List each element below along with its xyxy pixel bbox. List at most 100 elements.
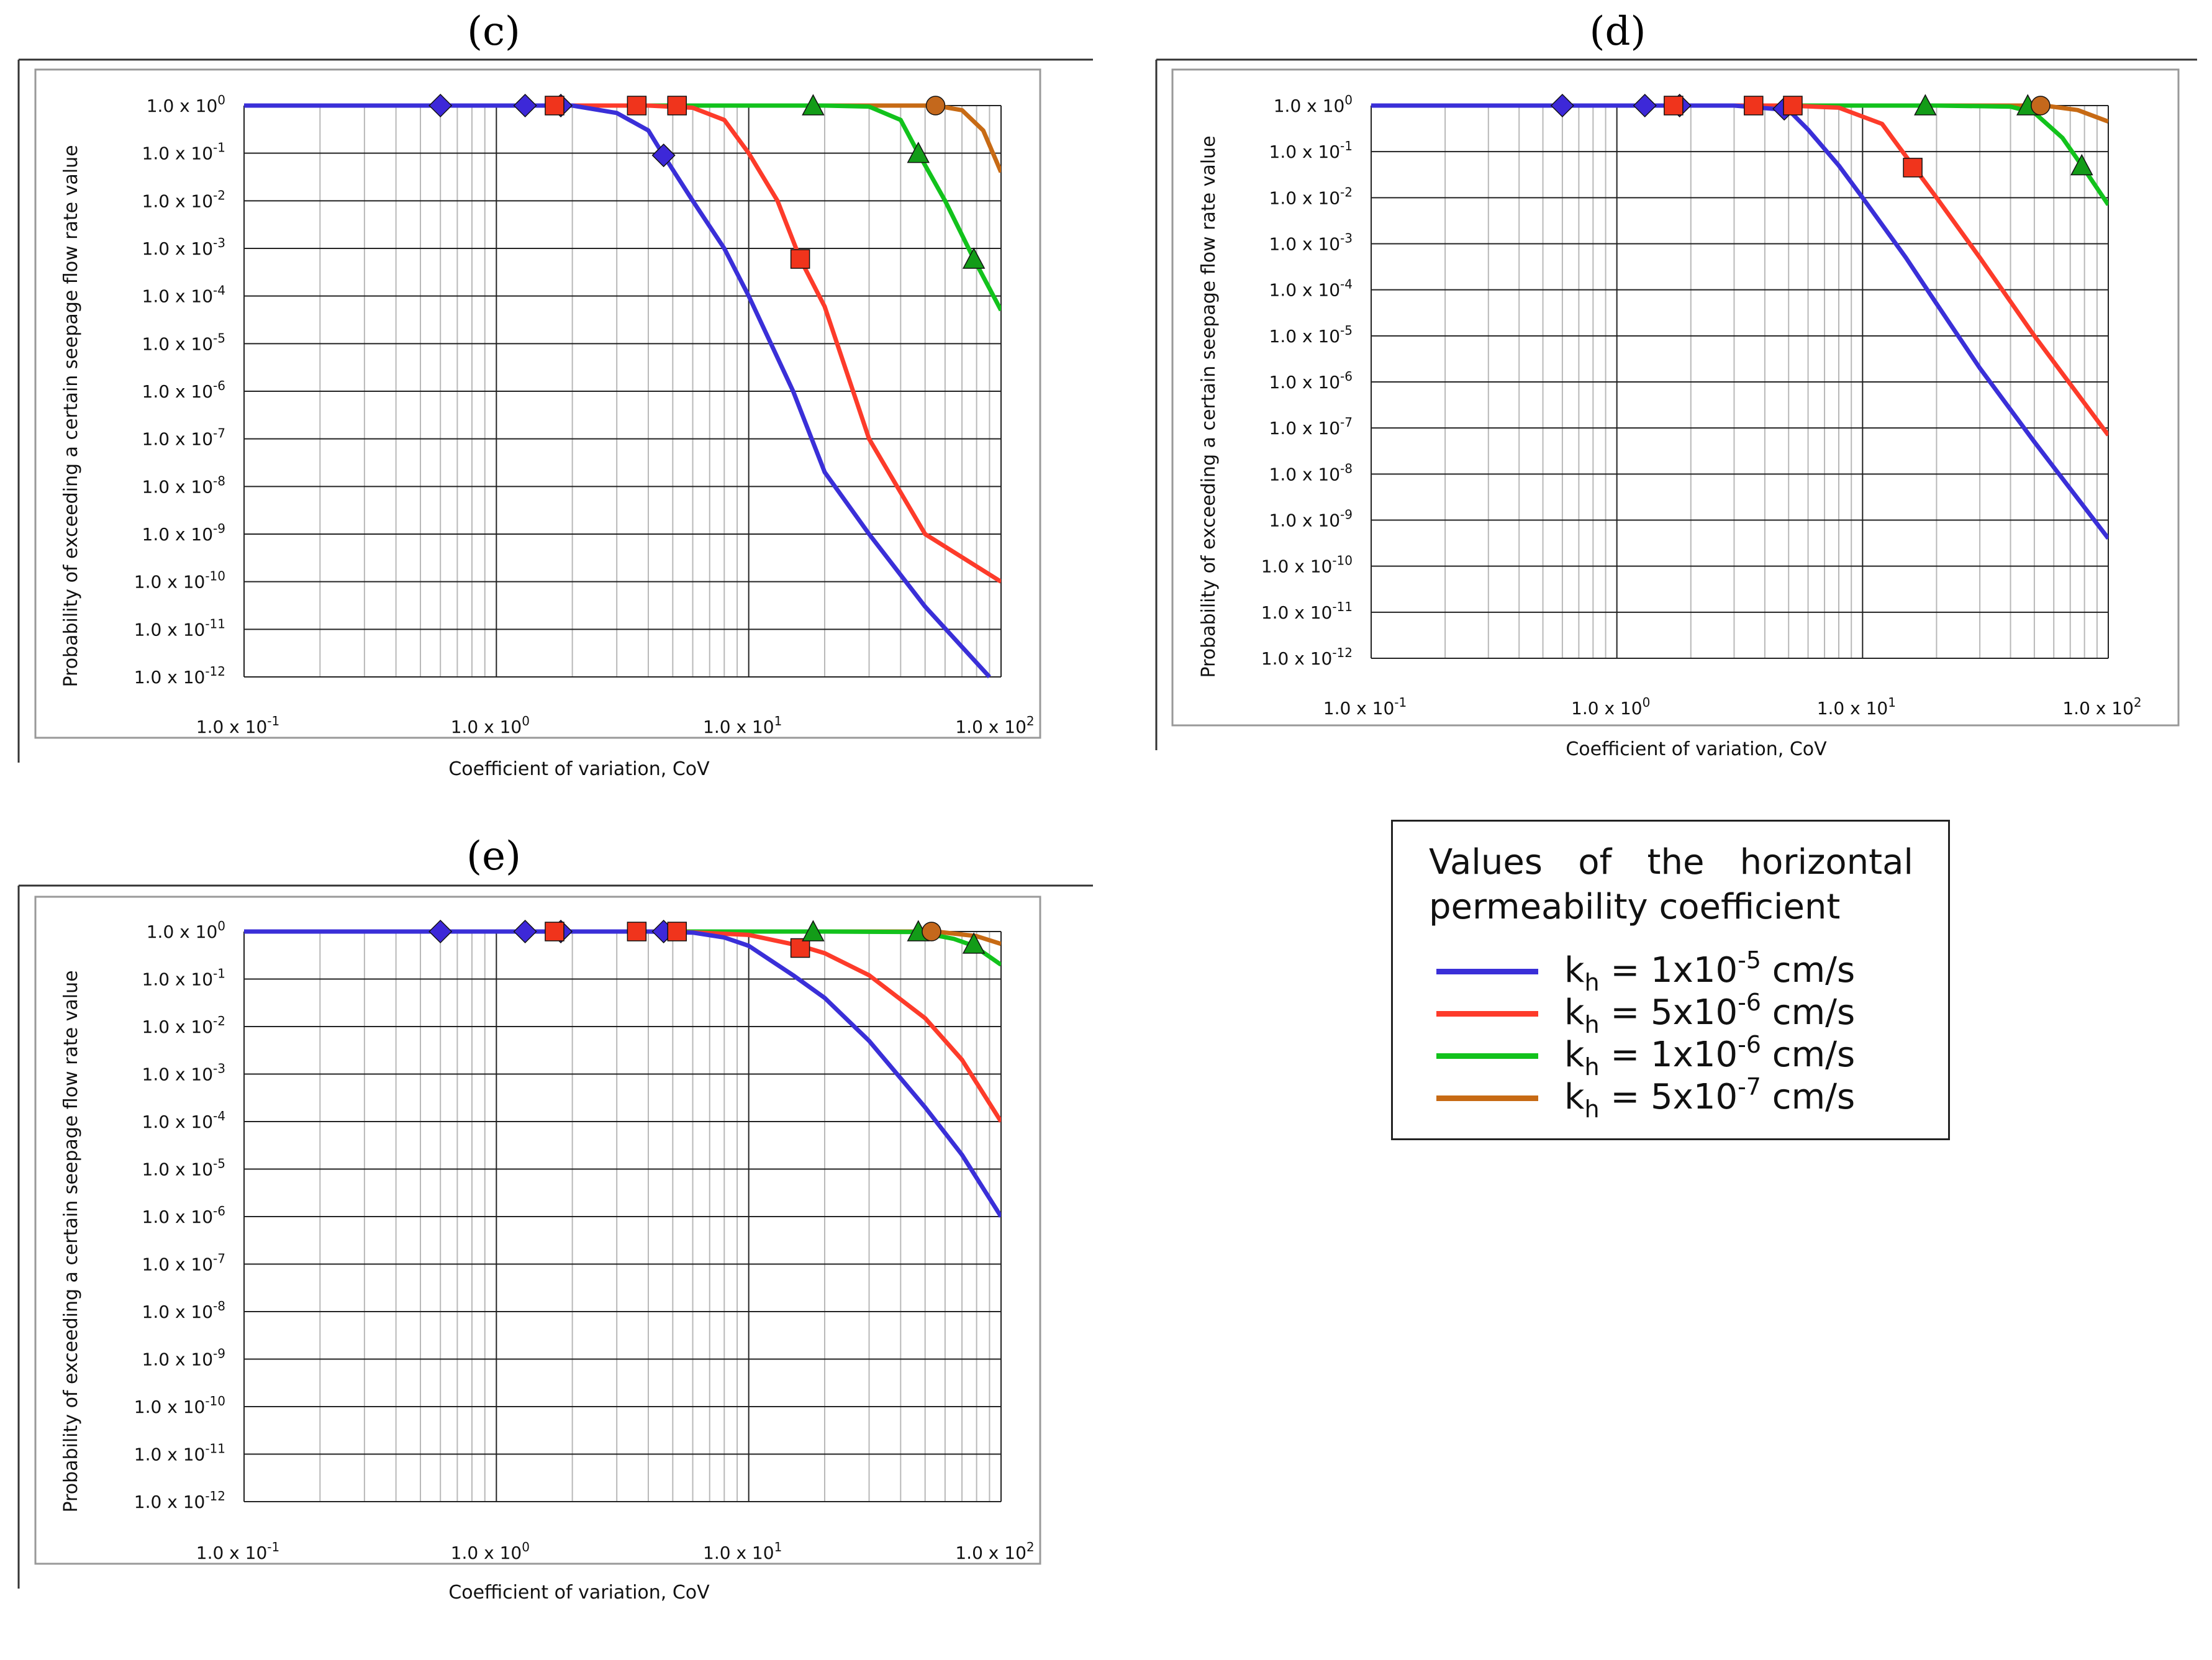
y-tick-label: 1.0 x 10-3 [1269,231,1353,255]
series-line-0 [244,929,1001,1218]
y-tick-label: 1.0 x 10-12 [134,664,225,687]
data-point [513,919,537,944]
y-tick-label: 1.0 x 100 [147,93,225,116]
y-axis-title: Probability of exceeding a certain seepa… [60,145,82,687]
data-point [545,96,564,116]
data-point [2031,96,2051,116]
y-tick-label: 1.0 x 10-5 [142,1156,225,1180]
legend-swatch [1436,1053,1538,1059]
x-tick-label: 1.0 x 100 [451,1540,530,1563]
chart-panel-c: (c) 1.0 x 100 1.0 x 10-1 1.0 x 10-2 1.0 x 10… [17,9,1093,780]
data-point [790,249,810,269]
y-tick-label: 1.0 x 10-4 [142,283,225,307]
legend-swatch [1436,968,1538,974]
data-point [907,142,930,163]
data-point [1550,93,1574,118]
y-tick-label: 1.0 x 100 [147,918,225,942]
x-tick-label: 1.0 x 102 [2062,695,2141,719]
y-tick-label: 1.0 x 100 [1274,93,1353,116]
y-tick-label: 1.0 x 10-3 [142,235,225,259]
y-tick-label: 1.0 x 10-3 [142,1061,225,1085]
data-point [513,93,537,118]
y-tick-label: 1.0 x 10-2 [142,1014,225,1037]
y-tick-label: 1.0 x 10-5 [142,330,225,354]
x-tick-label: 1.0 x 10-1 [196,714,279,737]
y-axis-title: Probability of exceeding a certain seepa… [1198,135,1220,678]
x-axis-title: Coefficient of variation, CoV [448,758,710,780]
data-point [922,922,941,941]
data-point [802,920,825,941]
y-tick-label: 1.0 x 10-12 [1261,645,1353,669]
y-tick-label: 1.0 x 10-6 [142,1204,225,1227]
data-point [651,143,676,168]
data-point [428,93,453,118]
data-point [1914,94,1937,116]
series-line-0 [244,103,991,679]
y-tick-label: 1.0 x 10-2 [1269,184,1353,208]
y-tick-label: 1.0 x 10-1 [1269,138,1353,162]
x-tick-label: 1.0 x 100 [1571,695,1650,719]
chart-panel-e: (e) 1.0 x 100 1.0 x 10-1 1.0 x 10-2 1.0 x 10… [17,833,1093,1603]
chart-frame [34,896,1041,1565]
x-axis-title: Coefficient of variation, CoV [1566,738,1827,760]
y-tick-label: 1.0 x 10-8 [1269,461,1353,484]
series-line-2 [244,103,1001,312]
chart-panel-d: (d) 1.0 x 100 1.0 x 10-1 1.0 x 10-2 1.0 x 10… [1155,9,2197,760]
legend-item: kh = 1x10-6 cm/s [1436,1031,1855,1081]
y-tick-label: 1.0 x 10-7 [142,1251,225,1275]
y-tick-label: 1.0 x 10-10 [134,1394,225,1417]
y-tick-label: 1.0 x 10-6 [1269,369,1353,392]
y-tick-label: 1.0 x 10-1 [142,966,225,990]
data-point [627,96,647,116]
data-point [428,919,453,944]
data-point [667,96,687,116]
y-tick-label: 1.0 x 10-10 [134,569,225,592]
data-point [802,94,825,116]
y-tick-label: 1.0 x 10-5 [1269,323,1353,347]
y-tick-label: 1.0 x 10-2 [142,188,225,211]
x-tick-label: 1.0 x 101 [703,714,782,737]
data-point [2070,153,2093,176]
legend-item: kh = 5x10-7 cm/s [1436,1073,1855,1123]
panel-label: (c) [467,9,520,55]
data-point [1783,96,1803,116]
y-tick-label: 1.0 x 10-9 [142,1346,225,1370]
x-tick-label: 1.0 x 101 [703,1540,782,1563]
x-tick-label: 1.0 x 102 [955,714,1034,737]
y-tick-label: 1.0 x 10-6 [142,378,225,402]
y-tick-label: 1.0 x 10-8 [142,473,225,497]
legend-item: kh = 1x10-5 cm/s [1436,946,1855,996]
x-tick-label: 1.0 x 10-1 [196,1540,279,1563]
y-tick-label: 1.0 x 10-9 [142,521,225,545]
y-tick-label: 1.0 x 10-8 [142,1299,225,1322]
legend-label: kh = 5x10-7 cm/s [1564,1073,1856,1123]
y-axis-title: Probability of exceeding a certain seepa… [60,970,82,1512]
panel-label: (d) [1590,9,1646,55]
legend-swatch [1436,1095,1538,1101]
x-tick-label: 1.0 x 10-1 [1323,695,1407,719]
y-tick-label: 1.0 x 10-10 [1261,553,1353,577]
legend-swatch [1436,1010,1538,1017]
data-point [545,922,564,941]
y-tick-label: 1.0 x 10-11 [134,1441,225,1465]
y-tick-label: 1.0 x 10-4 [1269,277,1353,301]
y-tick-label: 1.0 x 10-9 [1269,507,1353,531]
data-point [1744,96,1764,116]
y-tick-label: 1.0 x 10-11 [134,616,225,640]
chart-frame [34,68,1041,739]
data-point [1633,93,1657,118]
y-tick-label: 1.0 x 10-1 [142,140,225,164]
legend-label: kh = 1x10-6 cm/s [1564,1031,1856,1081]
legend-title: Values of the horizontal permeability co… [1429,842,1913,927]
y-tick-label: 1.0 x 10-11 [1261,599,1353,623]
data-point [667,922,687,941]
x-tick-label: 1.0 x 102 [955,1540,1034,1563]
y-tick-label: 1.0 x 10-12 [134,1489,225,1512]
data-point [1903,158,1923,178]
legend-item: kh = 5x10-6 cm/s [1436,989,1855,1038]
y-tick-label: 1.0 x 10-7 [142,426,225,450]
series-line-0 [1371,103,2108,540]
x-axis-title: Coefficient of variation, CoV [448,1582,710,1603]
y-tick-label: 1.0 x 10-7 [1269,415,1353,438]
